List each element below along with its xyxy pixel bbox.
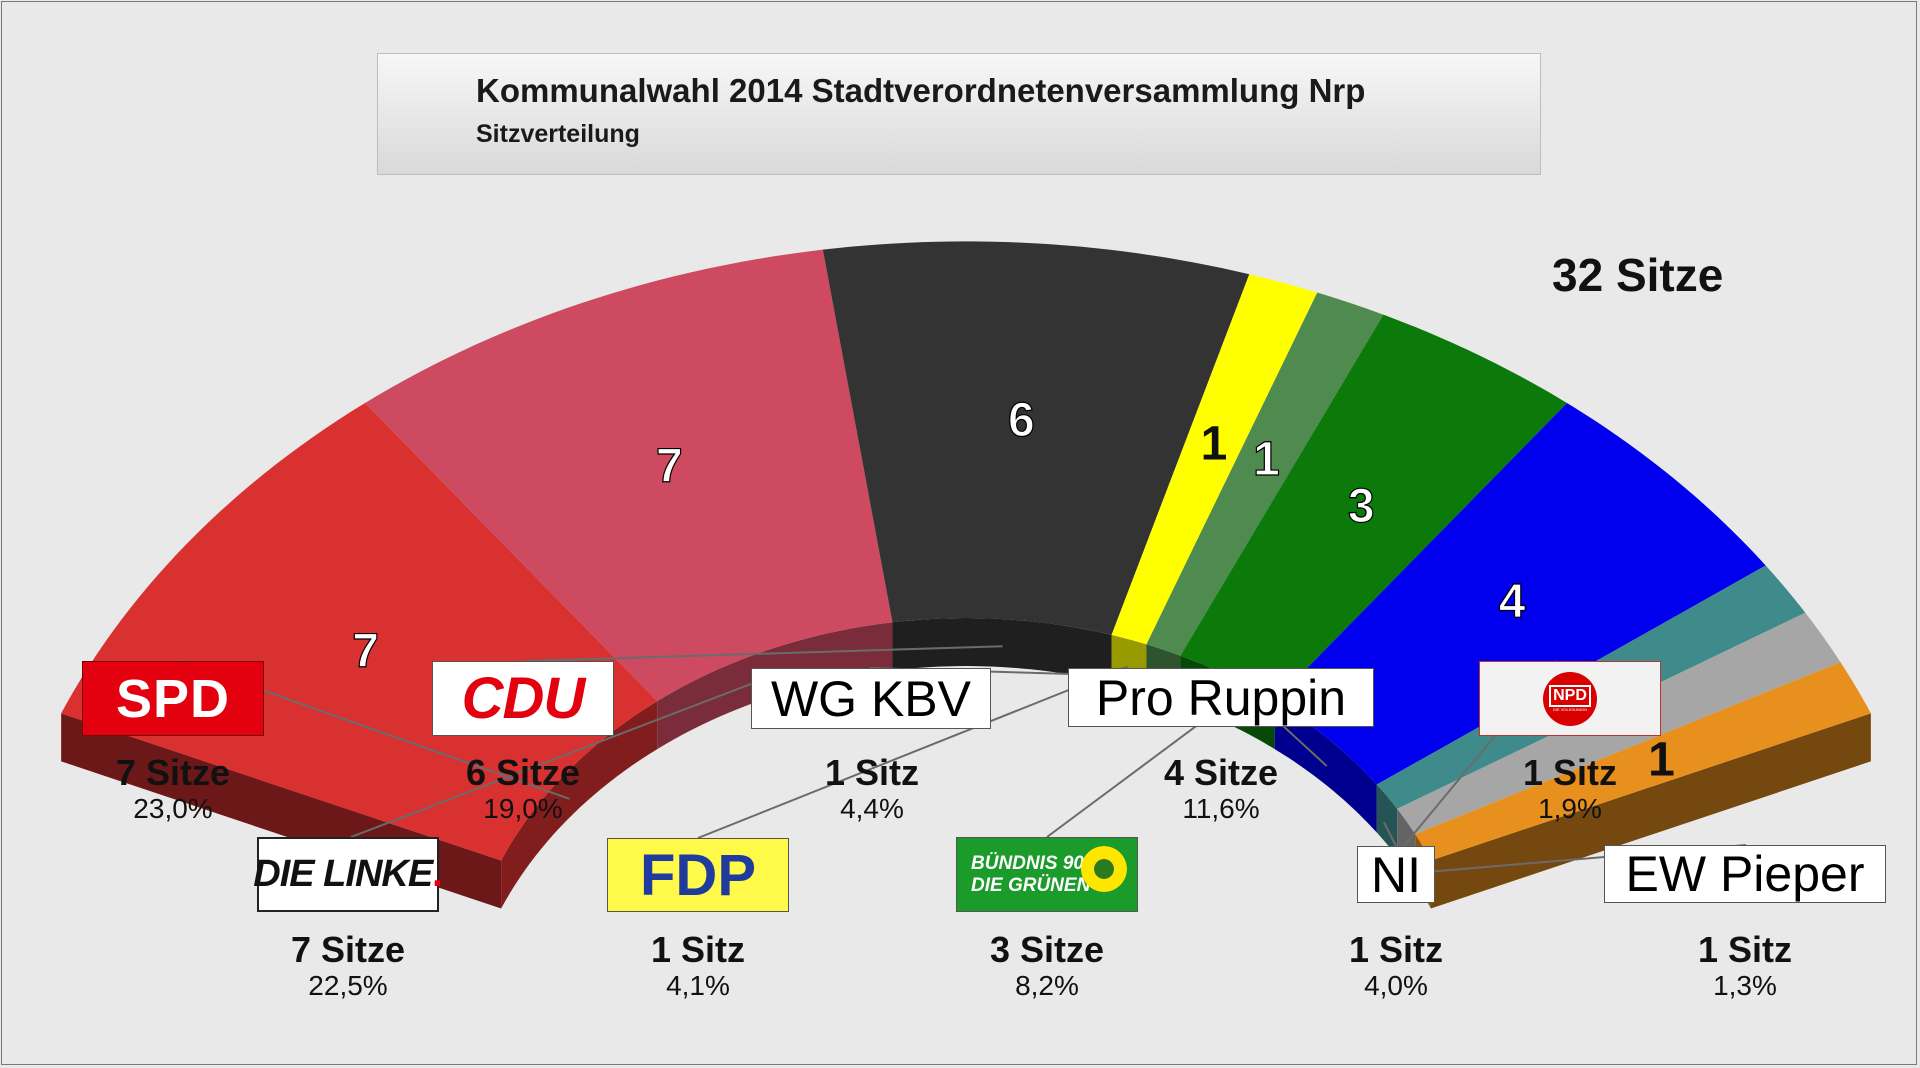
wgkbv-logo-text: WG KBV (770, 670, 972, 727)
ewpieper-seats: 1 Sitz (1697, 929, 1793, 970)
proruppin-seats: 4 Sitze (1163, 752, 1279, 793)
linke-percent: 22,5% (308, 970, 388, 1001)
npd-percent: 1,9% (1538, 793, 1602, 824)
arc-segment-4 (1146, 292, 1384, 656)
wgkbv-percent: 4,4% (840, 793, 904, 824)
arc-seat-count-0: 7 (352, 625, 379, 678)
leader-line-3 (697, 665, 1129, 839)
gruene-seats: 3 Sitze (989, 929, 1105, 970)
ewpieper-logo-text: EW Pieper (1625, 846, 1865, 902)
proruppin-percent: 11,6% (1182, 793, 1260, 824)
fdp-percent: 4,1% (666, 970, 730, 1001)
cdu-logo-text: CDU (461, 666, 586, 731)
ni-logo-text: NI (1371, 846, 1421, 903)
gruene-logo: BÜNDNIS 90 DIE GRÜNEN (956, 837, 1138, 912)
arc-segment-5 (1180, 314, 1567, 702)
npd-badge: NPD DIE VOLKSUNION (1543, 671, 1597, 726)
chart-title: Kommunalwahl 2014 Stadtverordnetenversam… (476, 72, 1366, 109)
arc-seat-count-1: 7 (656, 440, 683, 493)
ewpieper-logo: EW Pieper (1604, 845, 1886, 903)
cdu-seats: 6 Sitze (465, 752, 581, 793)
spd-logo: SPD (82, 661, 264, 736)
spd-seats: 7 Sitze (115, 752, 231, 793)
spd-percent: 23,0% (133, 793, 213, 824)
fdp-seats: 1 Sitz (650, 929, 746, 970)
arc-wall-6 (1274, 701, 1377, 833)
leader-line-1 (350, 675, 771, 838)
chart-subtitle: Sitzverteilung (476, 120, 640, 148)
arc-segment-6 (1274, 403, 1766, 785)
gruene-percent: 8,2% (1015, 970, 1079, 1001)
linke-logo-text: DIE LINKE (253, 853, 433, 895)
npd-logo: NPD DIE VOLKSUNION (1479, 661, 1661, 736)
npd-seats: 1 Sitz (1522, 752, 1618, 793)
ni-percent: 4,0% (1364, 970, 1428, 1001)
gruene-logo-line2: DIE GRÜNEN (971, 874, 1091, 896)
arc-end-right (1430, 713, 1871, 909)
fdp-logo-text: FDP (640, 842, 756, 908)
arc-seat-count-3: 1 (1201, 417, 1228, 470)
leader-line-2 (525, 645, 1003, 662)
cdu-percent: 19,0% (483, 793, 563, 824)
arc-top-faces (61, 241, 1871, 861)
arc-seat-count-5: 3 (1348, 480, 1375, 533)
arc-segment-9 (1415, 662, 1871, 861)
ewpieper-percent: 1,3% (1713, 970, 1777, 1001)
cdu-logo: CDU (432, 661, 614, 736)
linke-logo-dot: . (432, 853, 443, 895)
linke-seats: 7 Sitze (290, 929, 406, 970)
proruppin-logo: Pro Ruppin (1068, 668, 1374, 727)
ni-seats: 1 Sitz (1348, 929, 1444, 970)
npd-logo-text: NPD (1549, 685, 1591, 707)
arc-seat-count-9: 1 (1648, 733, 1675, 786)
sunflower-icon (1081, 846, 1127, 892)
arc-seat-count-6: 4 (1499, 575, 1526, 628)
arc-segment-0 (61, 403, 658, 861)
wgkbv-seats: 1 Sitz (824, 752, 920, 793)
title-box: Kommunalwahl 2014 Stadtverordnetenversam… (377, 53, 1541, 175)
linke-logo: DIE LINKE. (253, 837, 443, 912)
arc-wall-0 (501, 701, 658, 909)
arc-seat-count-2: 6 (1008, 394, 1035, 447)
ni-logo: NI (1357, 846, 1435, 903)
arc-seat-count-4: 1 (1253, 433, 1280, 486)
leader-line-7 (1383, 821, 1397, 847)
fdp-logo: FDP (607, 838, 789, 912)
spd-logo-text: SPD (115, 668, 231, 729)
arc-segment-2 (822, 241, 1250, 635)
total-seats-label: 32 Sitze (1552, 249, 1724, 301)
wgkbv-logo: WG KBV (751, 668, 991, 729)
proruppin-logo-text: Pro Ruppin (1095, 669, 1347, 726)
arc-wall-2 (892, 618, 1112, 683)
arc-segment-1 (365, 249, 893, 702)
arc-segment-3 (1111, 274, 1318, 645)
npd-logo-small: DIE VOLKSUNION (1552, 707, 1587, 712)
gruene-logo-line1: BÜNDNIS 90 (971, 852, 1084, 874)
